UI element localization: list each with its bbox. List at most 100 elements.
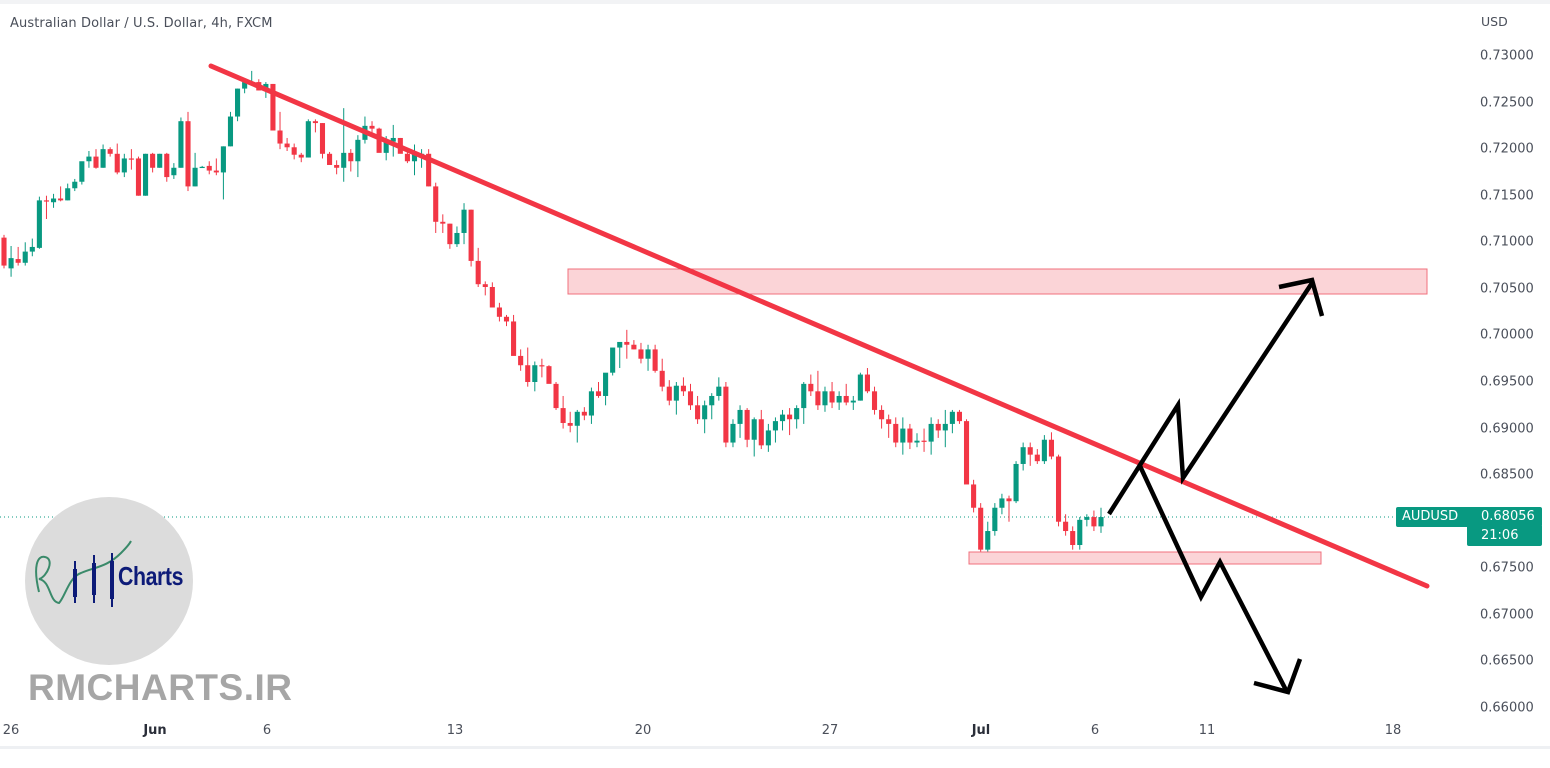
- candle-bearish: [659, 370, 665, 387]
- candle-bullish: [900, 428, 906, 443]
- candle-bullish: [779, 414, 786, 422]
- candle-bullish: [178, 121, 184, 168]
- watermark-logo-circle: [25, 497, 193, 665]
- candle-bearish: [893, 423, 899, 443]
- candle-bullish: [850, 400, 856, 403]
- candle-bearish: [1, 237, 7, 266]
- candle-bearish: [595, 391, 602, 396]
- candle-bearish: [213, 170, 219, 173]
- candle-bullish: [673, 385, 679, 401]
- candle-bearish: [185, 121, 191, 187]
- candle-bearish: [107, 149, 113, 154]
- candle-bearish: [879, 409, 885, 420]
- candle-bearish: [886, 419, 892, 424]
- candle-bearish: [503, 316, 510, 322]
- candle-bullish: [801, 383, 807, 409]
- bullish-projection-path: [1107, 281, 1314, 516]
- time-axis-label: 13: [446, 723, 464, 738]
- candle-bearish: [567, 422, 573, 426]
- candle-bearish: [327, 153, 333, 165]
- candle-bearish: [348, 152, 354, 162]
- candle-bearish: [1006, 498, 1012, 502]
- candle-bearish: [808, 383, 814, 392]
- candle-bearish: [270, 83, 276, 131]
- price-axis-label: 0.69500: [1480, 374, 1534, 390]
- candle-bearish: [489, 286, 495, 308]
- candle-bullish: [617, 341, 623, 348]
- candle-bearish: [539, 365, 545, 367]
- candle-bullish: [29, 246, 35, 252]
- candle-bearish: [1070, 531, 1076, 545]
- candle-bullish: [857, 374, 863, 401]
- time-axis-label: 26: [2, 723, 20, 738]
- candle-bullish: [341, 152, 347, 168]
- candle-bearish: [369, 125, 375, 129]
- candle-bearish: [1063, 521, 1069, 532]
- candle-bullish: [822, 391, 828, 406]
- candle-bullish: [50, 198, 57, 203]
- candle-bullish: [8, 258, 14, 269]
- candle-bearish: [546, 366, 552, 384]
- candle-bearish: [871, 391, 878, 410]
- candle-bullish: [574, 411, 580, 426]
- candle-bullish: [794, 408, 800, 420]
- candle-bearish: [652, 349, 658, 371]
- price-axis-label: 0.69000: [1480, 421, 1534, 437]
- candle-bearish: [978, 507, 984, 550]
- price-axis-label: 0.66000: [1480, 700, 1534, 716]
- price-axis-label: 0.66500: [1480, 653, 1534, 669]
- candle-bearish: [426, 153, 432, 187]
- candle-bearish: [447, 223, 453, 245]
- bottom-border: [0, 746, 1550, 768]
- candle-bullish: [942, 423, 948, 431]
- price-axis-label: 0.72500: [1480, 95, 1534, 111]
- candle-bullish: [985, 531, 991, 550]
- candle-bearish: [553, 383, 559, 409]
- candle-bullish: [999, 498, 1005, 508]
- symbol-title: Australian Dollar / U.S. Dollar, 4h, FXC…: [10, 16, 273, 31]
- candle-bearish: [1055, 456, 1062, 522]
- candle-bearish: [475, 260, 481, 285]
- candle-bearish: [680, 385, 686, 392]
- candle-bearish: [907, 428, 913, 443]
- candle-bullish: [100, 149, 106, 168]
- candle-bearish: [638, 349, 644, 359]
- watermark-site: RMCHARTS.IR: [28, 667, 293, 708]
- last-price-symbol: AUDUSD: [1402, 509, 1459, 524]
- candle-bearish: [511, 321, 517, 356]
- candle-bearish: [93, 156, 99, 168]
- candle-bullish: [765, 430, 771, 446]
- candle-bullish: [716, 386, 722, 396]
- price-axis-unit: USD: [1481, 14, 1508, 29]
- candle-bearish: [440, 221, 446, 224]
- candle-bearish: [164, 153, 170, 178]
- candle-bullish: [36, 200, 42, 248]
- time-axis-label: Jun: [143, 723, 167, 738]
- candle-bearish: [404, 153, 410, 162]
- candle-bearish: [963, 421, 970, 485]
- time-axis-label: 6: [1090, 723, 1100, 738]
- price-axis-label: 0.70000: [1480, 327, 1534, 343]
- bullish-arrowhead-icon: [1278, 277, 1325, 317]
- time-axis-label: 20: [634, 723, 652, 738]
- candle-bearish: [935, 423, 941, 431]
- candle-bearish: [334, 164, 340, 168]
- candle-bearish: [843, 395, 849, 403]
- bearish-arrowhead-icon: [1253, 658, 1303, 695]
- candle-bullish: [532, 365, 538, 382]
- candle-bullish: [914, 440, 920, 443]
- candle-bearish: [482, 284, 488, 287]
- candle-bearish: [1091, 517, 1097, 527]
- candle-bullish: [121, 158, 127, 173]
- candle-bullish: [928, 423, 934, 442]
- candle-bearish: [744, 409, 750, 440]
- candle-bearish: [787, 414, 793, 420]
- candle-bearish: [468, 209, 474, 261]
- bar-countdown-value: 21:06: [1481, 528, 1519, 543]
- candle-bearish: [581, 411, 587, 416]
- candle-bullish: [235, 88, 241, 117]
- candle-bullish: [199, 166, 205, 169]
- candle-bullish: [1041, 439, 1047, 462]
- candle-bullish: [305, 121, 311, 158]
